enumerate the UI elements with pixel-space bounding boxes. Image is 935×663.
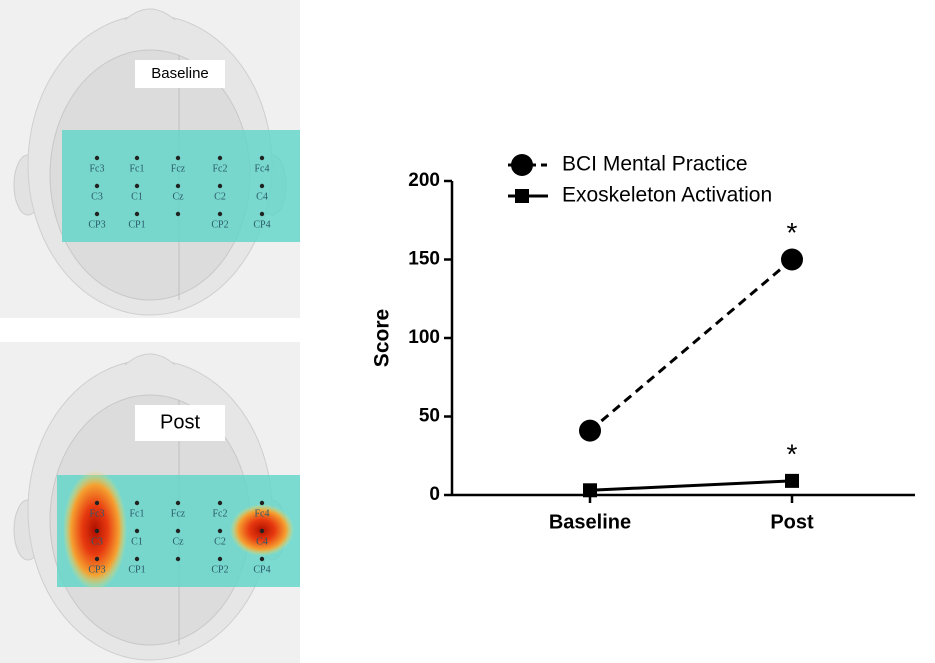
electrode bbox=[217, 528, 223, 534]
point bbox=[579, 419, 601, 442]
electrode bbox=[94, 500, 100, 506]
electrode bbox=[175, 211, 181, 217]
electrode bbox=[94, 155, 100, 161]
electrode-label: Fc2 bbox=[213, 163, 228, 174]
electrode-label: C3 bbox=[91, 191, 103, 202]
electrode bbox=[259, 183, 265, 189]
y-tick-label: 150 bbox=[408, 249, 440, 270]
electrode bbox=[259, 211, 265, 217]
electrode bbox=[175, 155, 181, 161]
point bbox=[785, 473, 799, 488]
y-tick-label: 200 bbox=[408, 170, 440, 191]
y-tick-label: 100 bbox=[408, 327, 440, 348]
legend-marker bbox=[511, 154, 533, 176]
electrode-label: C1 bbox=[131, 191, 143, 202]
electrode-label: Fc1 bbox=[130, 163, 145, 174]
electrode-label: Fc3 bbox=[90, 163, 105, 174]
electrode bbox=[134, 556, 140, 562]
electrode-label: C4 bbox=[256, 536, 268, 547]
electrode-label: C1 bbox=[131, 536, 143, 547]
nose bbox=[124, 8, 176, 21]
electrode-label: Cz bbox=[172, 191, 184, 202]
electrode-label: CP1 bbox=[128, 219, 145, 230]
legend-label: BCI Mental Practice bbox=[562, 153, 748, 176]
electrode bbox=[134, 183, 140, 189]
electrode-label: CP4 bbox=[253, 219, 270, 230]
electrode-label: CP3 bbox=[88, 219, 105, 230]
electrode bbox=[217, 211, 223, 217]
electrode bbox=[259, 528, 265, 534]
electrode bbox=[94, 211, 100, 217]
label-box bbox=[135, 405, 225, 441]
series-line bbox=[589, 479, 793, 492]
electrode bbox=[134, 500, 140, 506]
electrode-label: CP2 bbox=[211, 219, 228, 230]
map-title: Baseline bbox=[151, 65, 209, 82]
electrode bbox=[217, 500, 223, 506]
y-tick-label: 50 bbox=[419, 406, 440, 427]
electrode-label: Cz bbox=[172, 536, 184, 547]
electrode-label: C4 bbox=[256, 191, 268, 202]
electrode bbox=[134, 155, 140, 161]
electrode-label: C2 bbox=[214, 536, 226, 547]
electrode-label: Fc1 bbox=[130, 508, 145, 519]
electrode-label: C2 bbox=[214, 191, 226, 202]
electrode-label: Fc4 bbox=[255, 163, 270, 174]
electrode bbox=[94, 556, 100, 562]
significance-mark: * bbox=[787, 438, 798, 469]
y-tick-label: 0 bbox=[429, 484, 440, 505]
activation bbox=[63, 470, 127, 590]
electrode bbox=[217, 556, 223, 562]
electrode-label: CP2 bbox=[211, 564, 228, 575]
nose bbox=[124, 353, 176, 366]
significance-mark: * bbox=[787, 217, 798, 248]
electrode bbox=[217, 155, 223, 161]
electrode bbox=[259, 155, 265, 161]
electrode-label: Fc3 bbox=[90, 508, 105, 519]
electrode-label: CP4 bbox=[253, 564, 270, 575]
electrode bbox=[259, 500, 265, 506]
electrode bbox=[217, 183, 223, 189]
y-axis-title: Score bbox=[371, 309, 394, 367]
electrode-label: CP3 bbox=[88, 564, 105, 575]
electrode bbox=[134, 528, 140, 534]
electrode-label: Fcz bbox=[171, 508, 186, 519]
electrode bbox=[175, 556, 181, 562]
x-tick-label: Post bbox=[770, 511, 814, 533]
map-title: Post bbox=[160, 411, 200, 433]
point bbox=[583, 483, 597, 498]
x-tick-label: Baseline bbox=[549, 511, 631, 533]
point bbox=[781, 248, 803, 271]
legend-marker bbox=[515, 189, 529, 203]
electrode-label: C3 bbox=[91, 536, 103, 547]
electrode-label: CP1 bbox=[128, 564, 145, 575]
electrode-label: Fc2 bbox=[213, 508, 228, 519]
electrode-label: Fcz bbox=[171, 163, 186, 174]
electrode bbox=[175, 500, 181, 506]
electrode bbox=[175, 183, 181, 189]
series-line bbox=[589, 258, 793, 432]
electrode bbox=[94, 183, 100, 189]
electrode bbox=[94, 528, 100, 534]
electrode-label: Fc4 bbox=[255, 508, 270, 519]
electrode bbox=[134, 211, 140, 217]
label-box bbox=[135, 60, 225, 88]
legend-label: Exoskeleton Activation bbox=[562, 184, 772, 207]
electrode bbox=[175, 528, 181, 534]
electrode bbox=[259, 556, 265, 562]
